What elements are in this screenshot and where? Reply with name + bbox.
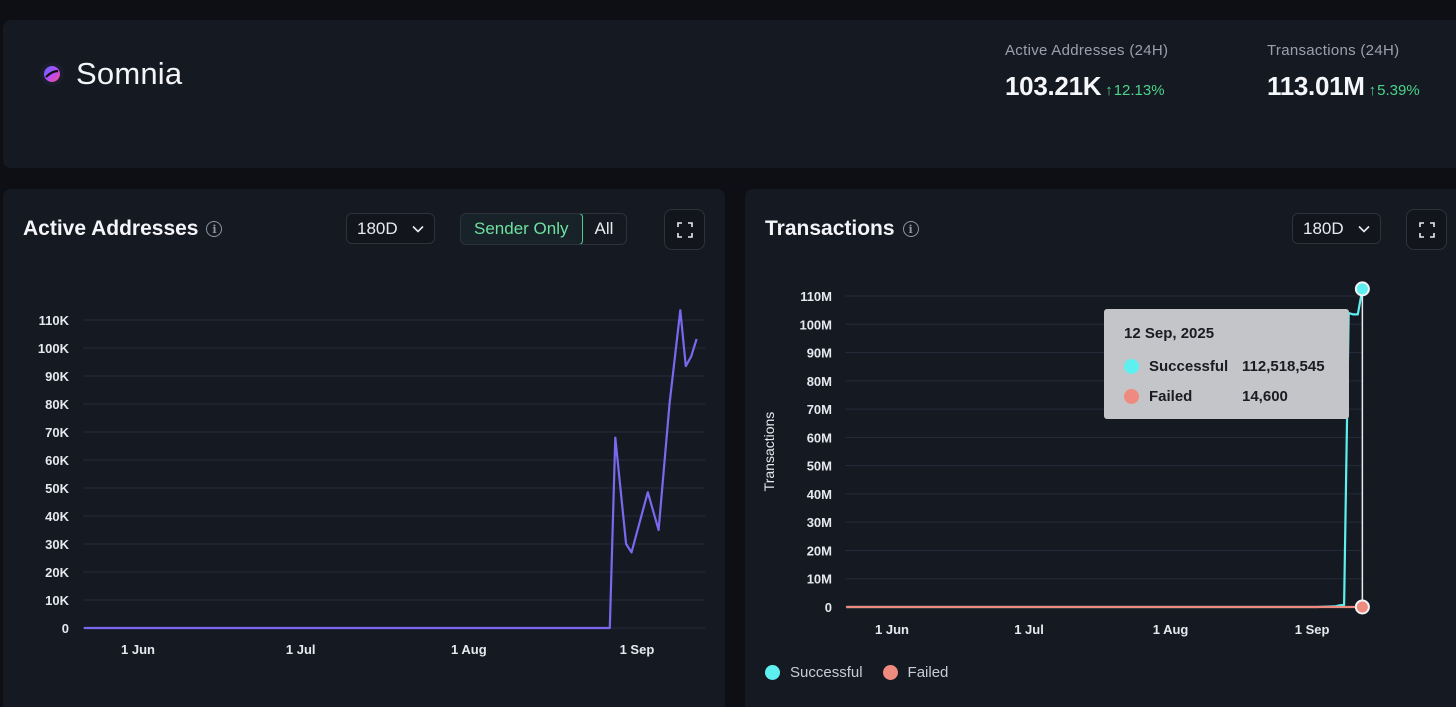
x-tick-label: 1 Sep <box>1295 622 1330 637</box>
chevron-down-icon <box>1358 225 1370 233</box>
x-tick-label: 1 Jul <box>1014 622 1044 637</box>
stat-active-addresses: Active Addresses (24H) 103.21K ↑ 12.13% <box>1005 42 1168 102</box>
legend-item-successful[interactable]: Successful <box>765 664 863 681</box>
y-tick-label: 0 <box>825 600 832 615</box>
arrow-up-icon: ↑ <box>1105 82 1113 99</box>
toggle-sender-only[interactable]: Sender Only <box>461 214 583 244</box>
chart-legend: Successful Failed <box>765 664 948 681</box>
y-tick-label: 90M <box>807 346 832 361</box>
y-tick-label: 40M <box>807 487 832 502</box>
y-tick-label: 110K <box>39 313 70 328</box>
y-tick-label: 40K <box>45 509 69 524</box>
y-tick-label: 80M <box>807 374 832 389</box>
info-icon[interactable]: i <box>206 221 223 237</box>
y-tick-label: 20K <box>45 565 69 580</box>
somnia-logo <box>40 62 64 86</box>
project-name: Somnia <box>76 56 183 91</box>
info-icon[interactable]: i <box>902 221 919 237</box>
fullscreen-icon <box>676 221 693 238</box>
y-tick-label: 70M <box>807 402 832 417</box>
hover-point-successful <box>1354 281 1370 297</box>
stat-label: Transactions (24H) <box>1267 42 1400 59</box>
legend-item-failed[interactable]: Failed <box>882 664 949 681</box>
range-select-value: 180D <box>357 218 398 238</box>
y-axis-label: Transactions <box>761 412 777 492</box>
hover-point-failed <box>1354 599 1370 615</box>
tooltip-value: 14,600 <box>1242 387 1288 405</box>
fullscreen-icon <box>1418 221 1435 238</box>
transactions-card: Transactions i 180D <box>745 189 1456 707</box>
y-tick-label: 50K <box>45 481 69 496</box>
y-tick-label: 60M <box>807 430 832 445</box>
y-tick-label: 80K <box>45 397 69 412</box>
range-select-value: 180D <box>1303 218 1344 238</box>
stat-change-value: 12.13% <box>1113 82 1165 99</box>
y-tick-label: 90K <box>45 369 69 384</box>
brand: Somnia <box>40 56 182 92</box>
y-tick-label: 100M <box>799 317 832 332</box>
tooltip-label: Failed <box>1149 387 1193 405</box>
stat-transactions: Transactions (24H) 113.01M ↑ 5.39% <box>1267 42 1420 102</box>
fullscreen-button[interactable] <box>664 209 705 250</box>
failed-dot-icon <box>1124 388 1139 404</box>
y-tick-label: 50M <box>807 459 832 474</box>
failed-dot-icon <box>882 665 898 680</box>
y-tick-label: 10K <box>45 593 69 608</box>
y-tick-label: 30K <box>45 537 69 552</box>
legend-label: Successful <box>790 664 863 681</box>
tooltip-value: 112,518,545 <box>1242 357 1325 375</box>
card-title: Transactions i <box>765 217 919 241</box>
active-addresses-chart: 0 10K 20K 30K 40K 50K 60K 70K 80K 90K 100K 110K 1 Ju… <box>38 309 705 657</box>
tooltip-row-failed: Failed 14,600 <box>1124 381 1329 411</box>
toggle-all[interactable]: All <box>594 219 614 238</box>
x-tick-label: 1 Aug <box>1153 622 1189 637</box>
tooltip-row-successful: Successful 112,518,545 <box>1124 351 1329 381</box>
card-title: Active Addresses i <box>23 217 223 241</box>
x-tick-label: 1 Jul <box>286 642 316 657</box>
card-title-text: Active Addresses <box>23 217 199 240</box>
y-tick-label: 10M <box>807 572 832 587</box>
address-filter-toggle: Sender Only All <box>460 213 628 245</box>
y-tick-label: 110M <box>800 289 832 304</box>
tooltip-label: Successful <box>1149 357 1229 375</box>
stat-label: Active Addresses (24H) <box>1005 42 1169 59</box>
x-tick-label: 1 Jun <box>875 622 909 637</box>
range-select[interactable]: 180D <box>1292 213 1381 244</box>
y-tick-label: 0 <box>62 621 69 636</box>
x-tick-label: 1 Jun <box>121 642 155 657</box>
y-tick-label: 70K <box>45 425 69 440</box>
y-tick-label: 60K <box>45 453 69 468</box>
successful-dot-icon <box>1124 358 1139 374</box>
fullscreen-button[interactable] <box>1406 209 1447 250</box>
stat-change-value: 5.39% <box>1377 82 1420 99</box>
x-tick-label: 1 Aug <box>451 642 487 657</box>
chevron-down-icon <box>412 225 424 233</box>
tooltip-date: 12 Sep, 2025 <box>1124 325 1215 342</box>
stat-change: ↑ 12.13% <box>1105 82 1164 99</box>
active-addresses-card: Active Addresses i 180D Sender Only All <box>3 189 725 707</box>
stat-value: 113.01M <box>1267 71 1365 101</box>
successful-dot-icon <box>765 665 780 680</box>
card-title-text: Transactions <box>765 217 895 240</box>
y-tick-label: 100K <box>38 341 70 356</box>
header-panel <box>3 20 1456 168</box>
x-tick-label: 1 Sep <box>620 642 655 657</box>
y-tick-label: 20M <box>807 543 832 558</box>
range-select[interactable]: 180D <box>346 213 435 244</box>
chart-tooltip: 12 Sep, 2025 Successful 112,518,545 Fail… <box>1104 309 1349 419</box>
stat-value: 103.21K <box>1005 71 1102 101</box>
transactions-chart: 0 10M 20M 30M 40M 50M 60M 70M 80M 90M 100M 110M 1 Ju… <box>761 281 1370 637</box>
legend-label: Failed <box>907 664 949 681</box>
series-line-active-addresses <box>83 309 698 630</box>
arrow-up-icon: ↑ <box>1368 82 1377 99</box>
stat-change: ↑ 5.39% <box>1369 82 1420 99</box>
y-tick-label: 30M <box>807 515 832 530</box>
